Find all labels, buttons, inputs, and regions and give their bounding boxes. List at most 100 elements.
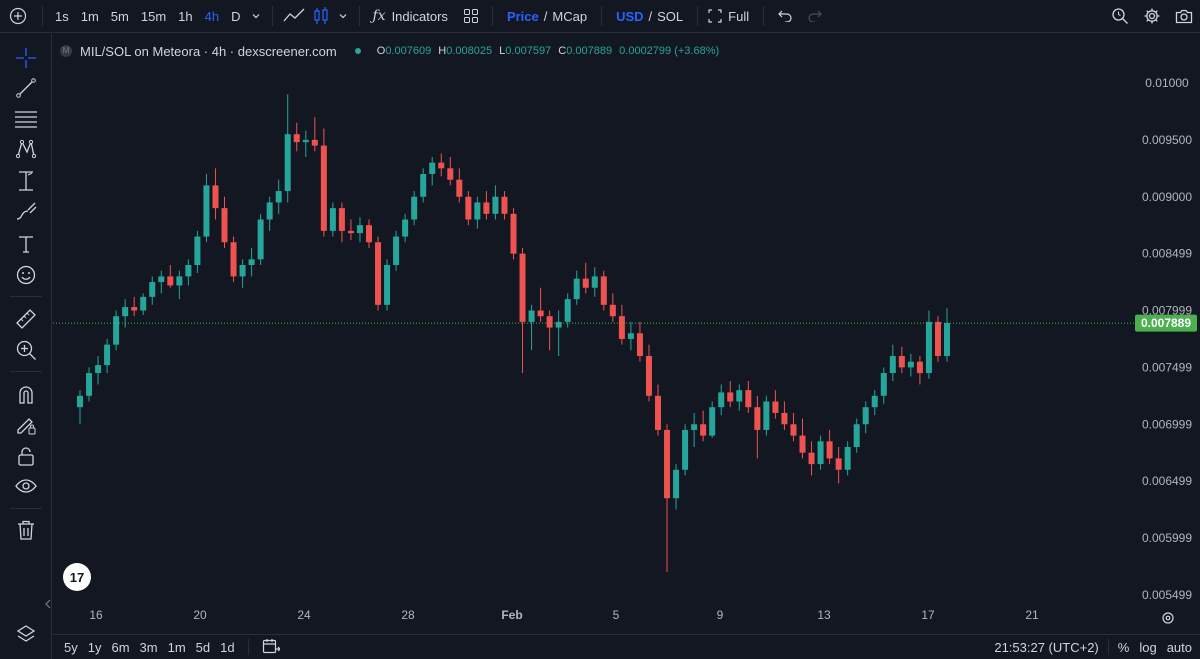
price-mcap-separator: / [543, 8, 548, 24]
full-label: Full [728, 8, 750, 24]
emoji-tool[interactable] [13, 262, 39, 288]
mcap-option[interactable]: MCap [552, 8, 588, 24]
close-label: C [558, 45, 567, 57]
range-5d[interactable]: 5d [195, 639, 211, 655]
candle-body [501, 196, 508, 214]
candle-body [609, 304, 616, 317]
object-tree-button[interactable] [13, 621, 39, 647]
trend-line-tool[interactable] [13, 75, 39, 101]
text-tool[interactable] [13, 231, 39, 257]
price-tick-label: 0.007999 [1142, 304, 1192, 318]
remove-drawings-tool[interactable] [13, 517, 39, 543]
candle-body [338, 208, 345, 231]
toolbar-divider [42, 6, 43, 26]
candle-body [799, 435, 806, 453]
fx-icon: ƒx [372, 8, 386, 24]
candle-body [438, 162, 445, 169]
symbol-logo-icon: M [60, 45, 72, 57]
usd-option[interactable]: USD [616, 8, 644, 24]
undo-button[interactable] [770, 0, 800, 33]
timeframe-d[interactable]: D [231, 8, 241, 24]
price-chart[interactable]: 0.010000.0095000.0090000.0084990.0079990… [53, 34, 1200, 659]
timeframe-dropdown[interactable] [246, 0, 266, 33]
hide-drawings-tool[interactable] [13, 473, 39, 499]
timeframe-group: 1s 1m 5m 15m 1h 4h D [49, 0, 246, 33]
ruler-tool[interactable] [13, 306, 39, 332]
candle-body [221, 208, 228, 243]
goto-date-button[interactable] [257, 638, 285, 657]
collapse-toolbar-button[interactable] [43, 597, 53, 611]
timeframe-1m[interactable]: 1m [80, 8, 99, 24]
log-toggle[interactable]: log [1139, 639, 1157, 655]
pattern-tool[interactable] [13, 136, 39, 162]
candle-body [853, 424, 860, 448]
redo-button[interactable] [800, 0, 830, 33]
candle-body [600, 276, 607, 305]
candle-body [420, 174, 427, 197]
timeframe-1s[interactable]: 1s [55, 8, 69, 24]
add-symbol-button[interactable] [0, 0, 36, 33]
layouts-button[interactable] [456, 0, 486, 33]
price-option[interactable]: Price [506, 8, 539, 24]
candle-body [140, 296, 147, 311]
candle-body [763, 401, 770, 430]
price-axis: 0.010000.0095000.0090000.0084990.0079990… [1142, 76, 1192, 602]
change-value: 0.0002799 (+3.68%) [619, 45, 720, 57]
candle-body [700, 424, 707, 436]
indicators-button[interactable]: ƒx Indicators [366, 0, 455, 33]
range-1y[interactable]: 1y [87, 639, 102, 655]
range-1d[interactable]: 1d [220, 639, 235, 655]
brush-tool[interactable] [13, 199, 39, 225]
symbol-title[interactable]: MIL/SOL on Meteora · 4h · dexscreener.co… [80, 43, 337, 59]
lock-icon [18, 447, 34, 466]
candle-body [546, 316, 553, 328]
screenshot-button[interactable] [1168, 0, 1200, 33]
search-button[interactable] [1104, 0, 1136, 33]
candle-body [519, 253, 526, 322]
last-price-box [1135, 314, 1197, 332]
timeframe-4h[interactable]: 4h [204, 8, 220, 24]
percent-toggle[interactable]: % [1117, 639, 1130, 655]
indicators-label: Indicators [391, 8, 448, 24]
crosshair-tool[interactable] [13, 45, 39, 71]
candle-body [474, 202, 481, 220]
zoom-in-tool[interactable] [13, 337, 39, 363]
fib-tool[interactable] [13, 106, 39, 132]
candle-body [862, 407, 869, 425]
range-3m[interactable]: 3m [139, 639, 158, 655]
price-mcap-toggle[interactable]: Price / MCap [499, 0, 595, 33]
clock-display[interactable]: 21:53:27 (UTC+2) [994, 639, 1099, 655]
timeframe-5m[interactable]: 5m [110, 8, 129, 24]
line-chart-button[interactable] [279, 0, 309, 33]
chevron-left-icon [45, 599, 51, 609]
currency-toggle[interactable]: USD / SOL [608, 0, 691, 33]
candle-body [871, 395, 878, 408]
lock-drawings-tool[interactable] [13, 412, 39, 438]
chart-type-dropdown[interactable] [333, 0, 353, 33]
time-axis: 16 20 24 28 Feb 5 9 13 17 21 [89, 608, 1039, 622]
sol-option[interactable]: SOL [657, 8, 684, 24]
range-6m[interactable]: 6m [111, 639, 130, 655]
fullscreen-button[interactable]: Full [704, 0, 757, 33]
candle-body [266, 202, 273, 220]
timeframe-1h[interactable]: 1h [178, 8, 193, 24]
crosshair-icon [16, 48, 36, 68]
settings-button[interactable] [1136, 0, 1168, 33]
candle-body [745, 390, 752, 408]
candle-chart-button[interactable] [309, 0, 333, 33]
open-label: O [376, 45, 386, 57]
range-5y[interactable]: 5y [64, 639, 78, 655]
high-value: 0.008025 [446, 45, 493, 57]
candle-body [618, 316, 625, 339]
candle-body [510, 213, 517, 254]
lock-all-tool[interactable] [13, 443, 39, 469]
candles-icon [314, 7, 329, 24]
open-value: 0.007609 [385, 45, 432, 57]
time-tick-label: 13 [817, 608, 831, 622]
projection-tool[interactable] [13, 168, 39, 194]
timeframe-15m[interactable]: 15m [140, 8, 167, 24]
candle-body [375, 242, 382, 305]
range-1m[interactable]: 1m [167, 639, 186, 655]
auto-toggle[interactable]: auto [1166, 639, 1192, 655]
magnet-tool[interactable] [13, 381, 39, 407]
